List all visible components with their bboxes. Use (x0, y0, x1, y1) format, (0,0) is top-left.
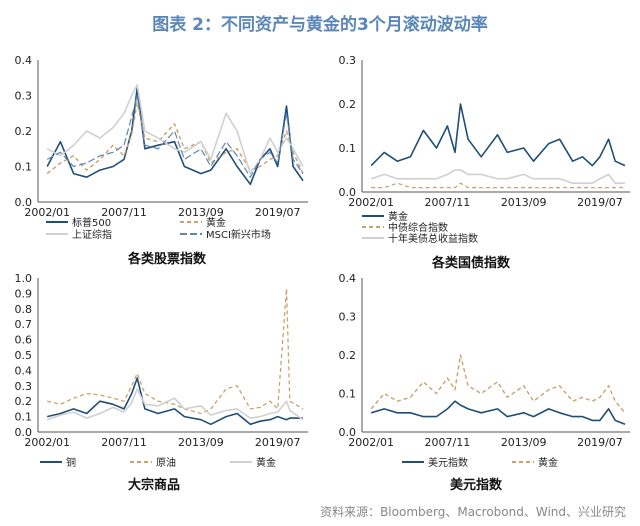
y-tick-label: 0.4 (15, 54, 33, 67)
series-line (46, 388, 304, 421)
legend-label: 标普500 (72, 216, 111, 229)
legend-label: 原油 (156, 456, 176, 469)
y-tick-label: 0.4 (339, 272, 357, 285)
source-note: 资料来源：Bloomberg、Macrobond、Wind、兴业研究 (320, 505, 626, 519)
x-tick-label: 2007/11 (425, 436, 471, 449)
x-tick-label: 2019/07 (255, 206, 301, 219)
legend-label: 美元指数 (428, 456, 468, 469)
y-tick-label: 0.5 (15, 349, 33, 362)
y-tick-label: 0.2 (339, 98, 357, 111)
chart-svg: 0.0 0.1 0.2 0.3 0.4 2002/01 2007/11 2013/09 2019… (15, 54, 308, 241)
legend-label: 十年美债总收益指数 (388, 232, 478, 245)
legend-label: 黄金 (256, 456, 276, 469)
legend-label: 黄金 (206, 216, 226, 229)
x-tick-label: 2019/07 (255, 436, 301, 449)
y-tick-label: 0.2 (339, 349, 357, 362)
subtitle-bond: 各类国债指数 (432, 256, 511, 271)
x-tick-label: 2002/01 (348, 196, 394, 209)
x-tick-label: 2013/09 (178, 206, 224, 219)
x-tick-label: 2007/11 (425, 196, 471, 209)
y-tick-label: 0.3 (15, 90, 33, 103)
y-tick-label: 0.1 (15, 411, 33, 424)
y-tick-label: 0.1 (15, 161, 33, 174)
legend-label: MSCI新兴市场 (206, 228, 271, 241)
series-line (46, 94, 304, 178)
x-tick-label: 2013/09 (501, 436, 547, 449)
legend-label: 铜 (66, 457, 76, 469)
y-tick-label: 0.3 (339, 311, 357, 324)
series-line (371, 182, 625, 189)
y-tick-label: 0.8 (15, 303, 33, 316)
y-tick-label: 0.9 (15, 287, 33, 300)
y-tick-label: 0.0 (15, 196, 33, 209)
figure-title: 图表 2：不同资产与黄金的3个月滚动波动率 (152, 15, 488, 35)
series-line (370, 400, 626, 426)
y-tick-label: 0.0 (339, 426, 357, 439)
chart-svg: 0.0 0.1 0.2 0.3 0.4 0.5 0.6 0.7 0.8 0.9 1.0 2002/01… (15, 272, 308, 469)
x-tick-label: 2002/01 (348, 436, 394, 449)
x-tick-label: 2013/09 (178, 436, 224, 449)
y-tick-label: 0.0 (15, 426, 33, 439)
y-tick-label: 0.2 (15, 125, 33, 138)
series-line (46, 101, 304, 175)
y-tick-label: 0.3 (15, 380, 33, 393)
chart-commodities: 0.0 0.1 0.2 0.3 0.4 0.5 0.6 0.7 0.8 0.9 1.0 2002/01… (0, 266, 318, 472)
chart-svg: 0.0 0.1 0.2 0.3 2002/01 2007/11 2013/09 2019/07… (339, 54, 630, 245)
series-line (46, 84, 304, 175)
series-line (370, 354, 626, 414)
y-tick-label: 0.6 (15, 334, 33, 347)
series-line (370, 169, 625, 184)
y-tick-label: 0.1 (339, 388, 357, 401)
y-tick-label: 0.1 (339, 142, 357, 155)
x-tick-label: 2007/11 (101, 436, 147, 449)
series-line (47, 377, 303, 426)
legend-label: 中债综合指数 (388, 221, 448, 234)
subtitle-equity: 各类股票指数 (128, 252, 207, 267)
chart-dollar-index: 0.0 0.1 0.2 0.3 0.4 2002/01 2007/11 2013/09 2019… (322, 266, 640, 472)
x-tick-label: 2002/01 (24, 436, 70, 449)
y-tick-label: 0.2 (15, 395, 33, 408)
series-line (370, 103, 626, 167)
x-tick-label: 2019/07 (577, 436, 623, 449)
x-tick-label: 2007/11 (101, 206, 147, 219)
legend-label: 黄金 (538, 456, 558, 469)
y-tick-label: 0.4 (15, 364, 33, 377)
legend-label: 黄金 (388, 210, 408, 223)
y-tick-label: 0.7 (15, 318, 33, 331)
chart-equity-indices: 0.0 0.1 0.2 0.3 0.4 2002/01 2007/11 2013/09 2019… (0, 48, 318, 248)
legend-label: 上证综指 (72, 228, 112, 241)
y-tick-label: 1.0 (15, 272, 33, 285)
x-tick-label: 2013/09 (501, 196, 547, 209)
y-tick-label: 0.0 (339, 186, 357, 199)
subtitle-commodities: 大宗商品 (128, 478, 181, 493)
x-tick-label: 2002/01 (24, 206, 70, 219)
series-line (46, 87, 304, 186)
series-line (47, 288, 304, 415)
x-tick-label: 2019/07 (577, 196, 623, 209)
chart-svg: 0.0 0.1 0.2 0.3 0.4 2002/01 2007/11 2013/09 2019… (339, 272, 630, 469)
subtitle-dollar: 美元指数 (450, 478, 503, 493)
chart-bond-indices: 0.0 0.1 0.2 0.3 2002/01 2007/11 2013/09 2019/07… (322, 48, 640, 248)
y-tick-label: 0.3 (339, 54, 357, 67)
